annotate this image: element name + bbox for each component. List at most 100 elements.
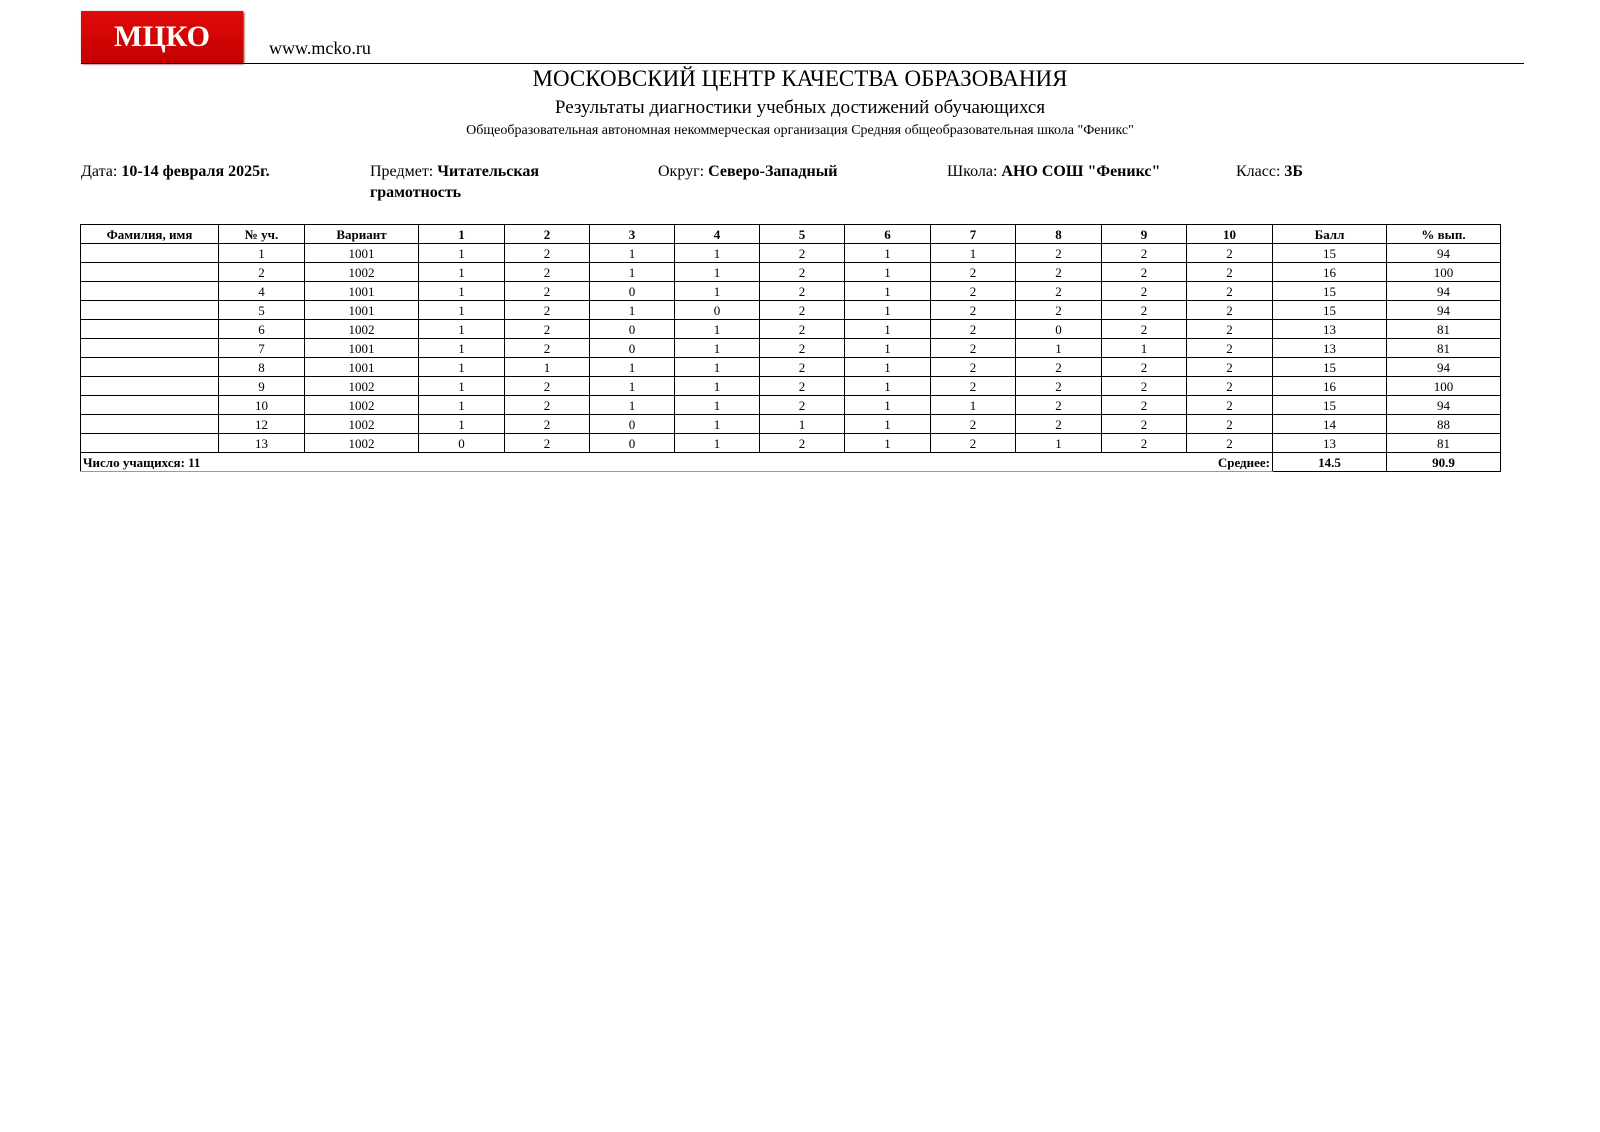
table-row: 12 1002 1 2 0 1 1 1 2 2 2 2 14 88 [80,414,1501,434]
table-cell: 94 [1386,357,1501,377]
table-cell: 0 [674,300,760,320]
table-row: 2 1002 1 2 1 1 2 1 2 2 2 2 16 100 [80,262,1501,282]
table-cell: 2 [930,338,1016,358]
table-cell: 88 [1386,414,1501,434]
table-cell: 0 [589,319,675,339]
table-cell: 2 [1015,243,1102,263]
table-cell: 2 [930,300,1016,320]
table-cell: 2 [1186,433,1273,453]
meta-district: Округ: Северо-Западный [658,163,838,180]
table-cell: 1 [589,395,675,415]
table-cell: 2 [1101,414,1187,434]
table-cell: 2 [759,319,845,339]
column-header: % вып. [1386,224,1501,244]
table-cell: 2 [1101,281,1187,301]
table-cell [80,338,219,358]
table-row: 1 1001 1 2 1 1 2 1 1 2 2 2 15 94 [80,243,1501,263]
table-cell: 94 [1386,395,1501,415]
table-cell [80,357,219,377]
column-header: 8 [1015,224,1102,244]
table-cell: 1002 [304,414,419,434]
table-row: 4 1001 1 2 0 1 2 1 2 2 2 2 15 94 [80,281,1501,301]
table-cell: 2 [1101,357,1187,377]
table-cell: 2 [1101,243,1187,263]
table-cell: 1 [674,319,760,339]
table-cell: 100 [1386,262,1501,282]
table-cell: 1 [674,433,760,453]
table-cell: 2 [1101,433,1187,453]
table-cell: 2 [759,357,845,377]
table-cell: 1 [504,357,590,377]
table-cell: 9 [218,376,305,396]
table-cell: 1 [589,300,675,320]
table-cell: 1 [418,319,505,339]
table-cell: 1 [844,300,931,320]
table-cell: 1 [844,262,931,282]
table-cell: 1002 [304,262,419,282]
table-cell: 0 [589,338,675,358]
table-cell: 2 [504,395,590,415]
table-row: 9 1002 1 2 1 1 2 1 2 2 2 2 16 100 [80,376,1501,396]
meta-date: Дата: 10-14 февраля 2025г. [81,163,270,180]
table-cell: 1 [418,338,505,358]
table-cell: 13 [1272,433,1387,453]
table-cell: 1 [844,319,931,339]
column-header: 4 [674,224,760,244]
table-cell: 2 [930,357,1016,377]
table-cell: 13 [1272,338,1387,358]
table-cell: 2 [1186,300,1273,320]
table-cell: 2 [1101,395,1187,415]
table-cell: 94 [1386,300,1501,320]
page-title: МОСКОВСКИЙ ЦЕНТР КАЧЕСТВА ОБРАЗОВАНИЯ [532,66,1068,91]
table-cell: 2 [1101,319,1187,339]
table-cell: 2 [1015,281,1102,301]
table-cell: 2 [1186,414,1273,434]
table-cell: 1002 [304,433,419,453]
table-cell: 14 [1272,414,1387,434]
table-cell: 4 [218,281,305,301]
table-cell [80,262,219,282]
table-cell: 12 [218,414,305,434]
table-cell: 2 [759,376,845,396]
table-cell: 1 [418,262,505,282]
table-cell: 2 [1186,281,1273,301]
meta-class: Класс: 3Б [1236,163,1303,180]
table-cell: 1 [418,243,505,263]
table-cell: 1 [589,243,675,263]
average-score: 14.5 [1272,452,1387,472]
header-divider [81,63,1524,64]
table-cell: 1002 [304,319,419,339]
table-cell: 1 [844,414,931,434]
table-cell: 1001 [304,243,419,263]
table-cell: 2 [504,376,590,396]
table-cell: 2 [930,319,1016,339]
table-cell: 1 [218,243,305,263]
organization-name: Общеобразовательная автономная некоммерч… [466,123,1134,138]
table-cell: 7 [218,338,305,358]
table-cell: 15 [1272,281,1387,301]
table-row: 8 1001 1 1 1 1 2 1 2 2 2 2 15 94 [80,357,1501,377]
table-cell: 5 [218,300,305,320]
table-cell: 2 [759,395,845,415]
column-header: 6 [844,224,931,244]
table-cell: 2 [1186,376,1273,396]
table-cell: 1001 [304,281,419,301]
table-cell: 94 [1386,281,1501,301]
table-cell: 1 [674,281,760,301]
average-percent: 90.9 [1386,452,1501,472]
column-header: 5 [759,224,845,244]
table-cell: 1 [930,395,1016,415]
table-cell: 2 [1101,300,1187,320]
table-cell: 16 [1272,262,1387,282]
table-cell: 2 [1186,395,1273,415]
column-header: Фамилия, имя [80,224,219,244]
column-header: 10 [1186,224,1273,244]
table-cell: 1 [674,376,760,396]
website-url: www.mcko.ru [269,38,371,58]
column-header: 2 [504,224,590,244]
table-cell: 1 [418,281,505,301]
table-cell: 1 [674,338,760,358]
table-cell: 2 [1015,395,1102,415]
table-cell: 2 [1186,243,1273,263]
table-cell: 1 [844,433,931,453]
